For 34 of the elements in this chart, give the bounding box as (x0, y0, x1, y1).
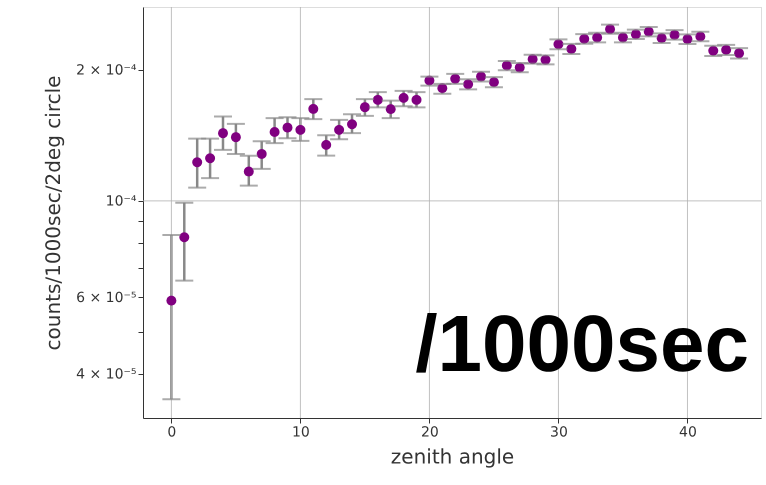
point (192, 157, 202, 168)
point (205, 153, 216, 164)
y-tick-label: 6 × 10⁻⁵ (76, 290, 136, 306)
point (360, 102, 370, 112)
point (398, 92, 409, 103)
point (230, 132, 241, 142)
point (334, 124, 344, 135)
point (256, 148, 267, 159)
x-axis-title: zenith angle (390, 444, 514, 468)
point (708, 46, 718, 56)
point (179, 232, 190, 242)
point (244, 166, 254, 177)
y-tick-label: 2 × 10⁻⁴ (76, 62, 137, 78)
annotation: /1000sec (415, 299, 749, 388)
point (295, 124, 306, 135)
x-tick-label: 0 (167, 424, 176, 440)
point (270, 126, 280, 137)
point (734, 48, 744, 58)
point (372, 94, 383, 105)
y-tick-label: 10⁻⁴ (106, 193, 137, 210)
x-tick-label: 30 (550, 424, 568, 440)
x-tick-label: 20 (421, 424, 439, 440)
point (308, 104, 318, 114)
y-axis-title: counts/1000sec/2deg circle (41, 76, 66, 350)
point (386, 104, 396, 114)
x-tick-label: 40 (679, 424, 697, 440)
point (218, 128, 228, 138)
x-tick-label: 10 (292, 424, 310, 440)
point (321, 140, 332, 150)
y-tick-label: 4 × 10⁻⁵ (76, 366, 136, 383)
point (166, 296, 176, 306)
point (412, 94, 422, 105)
point (282, 122, 292, 133)
point (347, 119, 358, 130)
